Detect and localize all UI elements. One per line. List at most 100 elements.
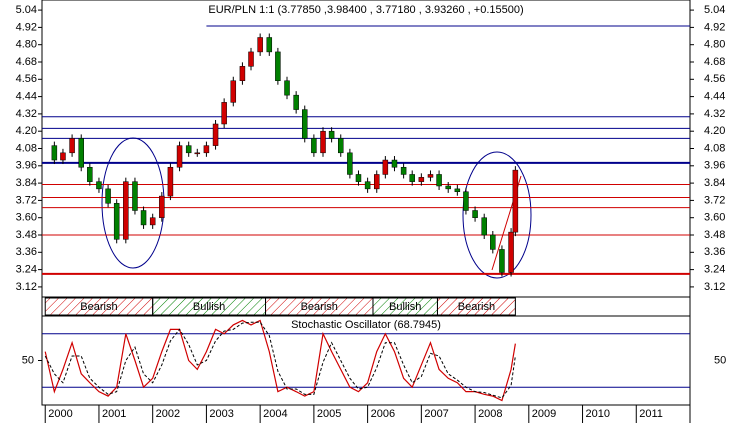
y-tick-label: 4.32 [16,108,37,120]
y-tick-label: 4.92 [704,21,725,33]
y-tick-label: 3.12 [16,281,37,293]
regime-band [436,297,516,316]
oscillator-line [44,319,516,402]
y-tick-label: 3.96 [16,160,37,172]
y-tick-label: 50 [22,354,34,366]
annotation-ellipse [462,151,532,279]
candle-body [409,174,415,182]
candle-body [463,191,469,211]
y-tick-label: 4.56 [704,73,725,85]
candle-body [248,51,254,67]
candle-body [212,123,219,146]
y-tick-label: 4.32 [704,108,725,120]
y-tick-label: 3.72 [16,194,37,206]
y-tick-label: 4.08 [16,142,37,154]
y-tick-label: 4.68 [704,56,725,68]
x-tick-label: 2000 [48,408,72,420]
candle-body [123,181,129,240]
x-tick-label: 2009 [532,408,556,420]
candle-body [293,94,299,110]
candle-body [203,145,210,154]
y-tick-label: 3.72 [704,194,725,206]
candle-body [512,169,519,233]
candle-body [400,166,407,175]
candle-body [337,138,344,154]
candle-body [508,231,514,273]
y-tick-label: 3.60 [16,212,37,224]
regime-label: Bullish [193,301,225,313]
regime-label: Bullish [389,301,421,313]
y-tick-label: 3.84 [16,177,37,189]
candle-body [320,130,326,154]
x-tick-label: 2004 [263,408,287,420]
y-tick-label: 3.36 [704,246,725,258]
y-tick-label: 4.68 [16,56,37,68]
regime-label: Bearish [301,301,338,313]
candle-body [364,181,371,190]
candle-body [275,51,281,81]
candle-body [454,188,461,193]
candle-body [481,217,487,236]
x-tick-label: 2010 [586,408,610,420]
candle-body [96,181,102,190]
candle-body [472,210,478,218]
candle-body [445,185,451,190]
x-tick-label: 2011 [639,408,663,420]
candle-body [427,174,434,178]
candle-body [132,181,138,211]
y-tick-label: 3.48 [704,229,725,241]
y-tick-label: 5.04 [16,4,37,16]
candle-body [311,138,317,154]
y-tick-label: 4.80 [704,39,725,51]
oscillator-line [44,321,516,399]
candle-body [257,37,263,53]
y-tick-label: 4.44 [16,91,37,103]
y-tick-label: 3.60 [704,212,725,224]
candle-body [60,152,66,161]
y-tick-label: 4.20 [704,125,725,137]
candle-body [87,166,93,182]
x-tick-label: 2001 [102,408,126,420]
y-tick-label: 4.56 [16,73,37,85]
x-tick-label: 2003 [209,408,233,420]
candle-body [499,249,505,273]
candle-body [140,210,147,226]
y-tick-label: 3.24 [16,264,37,276]
y-tick-label: 3.12 [704,281,725,293]
y-tick-label: 3.84 [704,177,725,189]
candle-body [78,138,84,168]
regime-label: Bearish [80,301,117,313]
candle-body [284,80,290,96]
y-tick-label: 4.44 [704,91,725,103]
candle-body [347,152,353,175]
y-tick-label: 5.04 [704,4,725,16]
y-tick-label: 4.92 [16,21,37,33]
y-tick-label: 3.48 [16,229,37,241]
candle-body [266,37,273,53]
candle-body [113,203,120,240]
candle-body [490,234,496,250]
candle-body [167,166,174,197]
regime-label: Bearish [458,301,495,313]
y-tick-label: 50 [714,354,726,366]
x-tick-label: 2008 [478,408,502,420]
candle-body [239,66,246,81]
chart-title: EUR/PLN 1:1 (3.77850 ,3.98400 , 3.77180 … [208,4,523,16]
candle-body [194,152,201,155]
y-tick-label: 4.20 [16,125,37,137]
candle-body [69,138,75,154]
candle-body [176,145,183,168]
candle-body [159,195,165,218]
candle-body [391,159,398,168]
candle-body [230,80,237,103]
x-tick-label: 2002 [156,408,180,420]
candle-body [105,188,111,204]
candle-body [382,159,389,175]
candle-body [328,130,335,139]
x-tick-label: 2005 [317,408,341,420]
y-tick-label: 4.08 [704,142,725,154]
y-tick-label: 4.80 [16,39,37,51]
y-tick-label: 3.96 [704,160,725,172]
